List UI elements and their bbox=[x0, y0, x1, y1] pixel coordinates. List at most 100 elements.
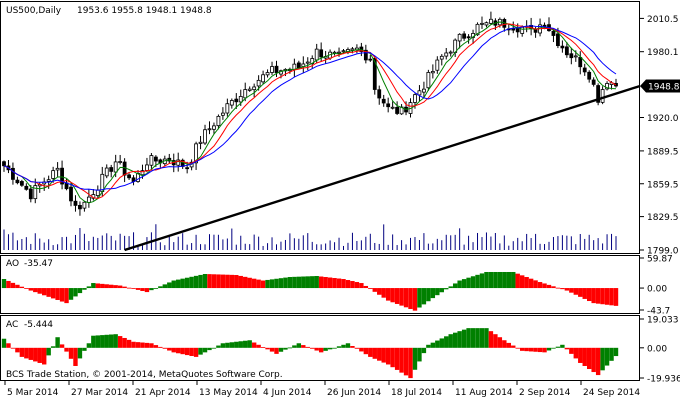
ao-bar bbox=[586, 288, 592, 302]
ao-bar bbox=[6, 280, 11, 289]
ao-bar bbox=[435, 288, 440, 296]
candle bbox=[234, 93, 239, 109]
ac-bar bbox=[91, 335, 96, 348]
ao-bar bbox=[600, 288, 605, 305]
ma-mid-line bbox=[3, 23, 617, 200]
candlestick-series bbox=[2, 11, 618, 216]
ao-bar bbox=[198, 274, 203, 289]
ao-bar bbox=[73, 288, 78, 297]
ac-bar bbox=[345, 343, 351, 348]
ao-bar bbox=[171, 280, 176, 289]
candle bbox=[11, 162, 15, 185]
ao-bar bbox=[100, 283, 105, 289]
ac-bar bbox=[502, 340, 507, 348]
ao-bar bbox=[381, 288, 386, 298]
ao-bar bbox=[524, 277, 529, 289]
ao-bar bbox=[310, 276, 315, 289]
candle bbox=[395, 101, 400, 116]
ac-bar bbox=[466, 328, 471, 348]
ao-bar bbox=[354, 282, 360, 289]
ao-bar bbox=[408, 288, 413, 309]
candle bbox=[381, 94, 386, 107]
ac-bar bbox=[452, 332, 458, 348]
candle bbox=[390, 101, 395, 110]
current-price-marker: 1948.8 bbox=[640, 79, 680, 93]
ac-bar bbox=[77, 347, 83, 359]
ac-bar bbox=[609, 347, 614, 361]
ao-bar bbox=[24, 288, 29, 289]
candle bbox=[69, 182, 73, 207]
ao-bar bbox=[251, 278, 257, 289]
x-tick-label: 4 Jun 2014 bbox=[263, 388, 312, 398]
ac-bar bbox=[390, 347, 395, 368]
candle bbox=[229, 98, 234, 109]
trendline[interactable] bbox=[124, 84, 641, 252]
ac-bar bbox=[162, 347, 168, 349]
candle bbox=[82, 200, 87, 212]
ac-bar bbox=[470, 328, 476, 348]
candle bbox=[569, 47, 574, 65]
ao-bar bbox=[475, 274, 480, 289]
ao-bar bbox=[332, 278, 337, 289]
ac-bar bbox=[176, 347, 181, 354]
ao-bar bbox=[135, 288, 141, 290]
ac-bar bbox=[296, 343, 302, 348]
moving-averages bbox=[3, 21, 617, 204]
ac-bar bbox=[484, 328, 489, 348]
ac-bar bbox=[546, 347, 552, 351]
ac-bar bbox=[95, 335, 101, 348]
candle bbox=[109, 164, 114, 178]
candle bbox=[216, 114, 221, 130]
ao-histogram bbox=[1, 271, 619, 311]
ao-bar bbox=[42, 288, 47, 296]
ac-bar bbox=[586, 347, 592, 370]
y-tick-label: 2010.5 bbox=[647, 15, 679, 25]
candle bbox=[444, 47, 449, 60]
x-tick-label: 18 Jul 2014 bbox=[391, 388, 442, 398]
ao-bar bbox=[184, 277, 190, 289]
ao-bar bbox=[283, 277, 288, 289]
candle bbox=[426, 69, 431, 91]
candle bbox=[600, 86, 605, 105]
ac-bar bbox=[488, 331, 494, 348]
ao-bar bbox=[193, 275, 199, 289]
ac-bar bbox=[73, 347, 78, 366]
candle bbox=[24, 183, 29, 191]
ac-bar bbox=[582, 347, 587, 366]
ac-bar bbox=[314, 347, 319, 351]
ao-bar bbox=[243, 276, 248, 289]
candle bbox=[198, 135, 203, 150]
main-panel-frame bbox=[0, 1, 640, 254]
ao-bar bbox=[234, 275, 239, 289]
candle bbox=[194, 141, 198, 170]
ao-bar bbox=[278, 278, 284, 289]
candle bbox=[220, 107, 225, 120]
ao-bar bbox=[350, 281, 355, 289]
ac-bar bbox=[408, 347, 413, 379]
ao-bar bbox=[15, 284, 20, 289]
ao-bar bbox=[28, 288, 34, 291]
ac-bar bbox=[243, 340, 248, 348]
candle bbox=[480, 16, 484, 29]
ao-bar bbox=[305, 276, 310, 289]
ao-bar bbox=[287, 277, 293, 289]
ac-bar bbox=[426, 344, 431, 348]
y-tick-label: 1799.0 bbox=[647, 247, 679, 257]
ac-bar bbox=[578, 347, 583, 363]
ac-bar bbox=[24, 347, 29, 359]
ac-bar bbox=[234, 341, 239, 348]
ac-bar bbox=[403, 347, 409, 376]
candle bbox=[582, 63, 587, 76]
ac-bar bbox=[269, 347, 275, 352]
ma-fast-line bbox=[3, 21, 617, 204]
candle bbox=[377, 85, 382, 105]
candle bbox=[417, 85, 422, 102]
ao-bar bbox=[430, 288, 436, 299]
ao-bar bbox=[176, 279, 181, 289]
ao-bar bbox=[1, 279, 7, 289]
ao-bar bbox=[448, 286, 453, 289]
ac-bar bbox=[193, 347, 199, 357]
ac-histogram bbox=[1, 328, 619, 379]
ao-bar bbox=[551, 286, 556, 289]
